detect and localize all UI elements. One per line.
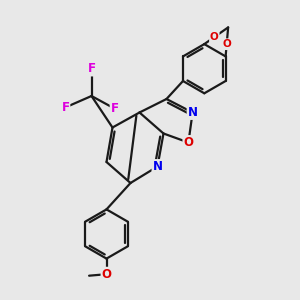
Text: O: O <box>222 39 231 49</box>
Text: O: O <box>101 268 112 281</box>
Text: O: O <box>183 136 194 149</box>
Text: F: F <box>111 102 119 115</box>
Text: F: F <box>61 101 69 114</box>
Text: N: N <box>152 160 163 173</box>
Text: N: N <box>188 106 198 119</box>
Text: O: O <box>210 32 219 42</box>
Text: F: F <box>88 62 95 76</box>
